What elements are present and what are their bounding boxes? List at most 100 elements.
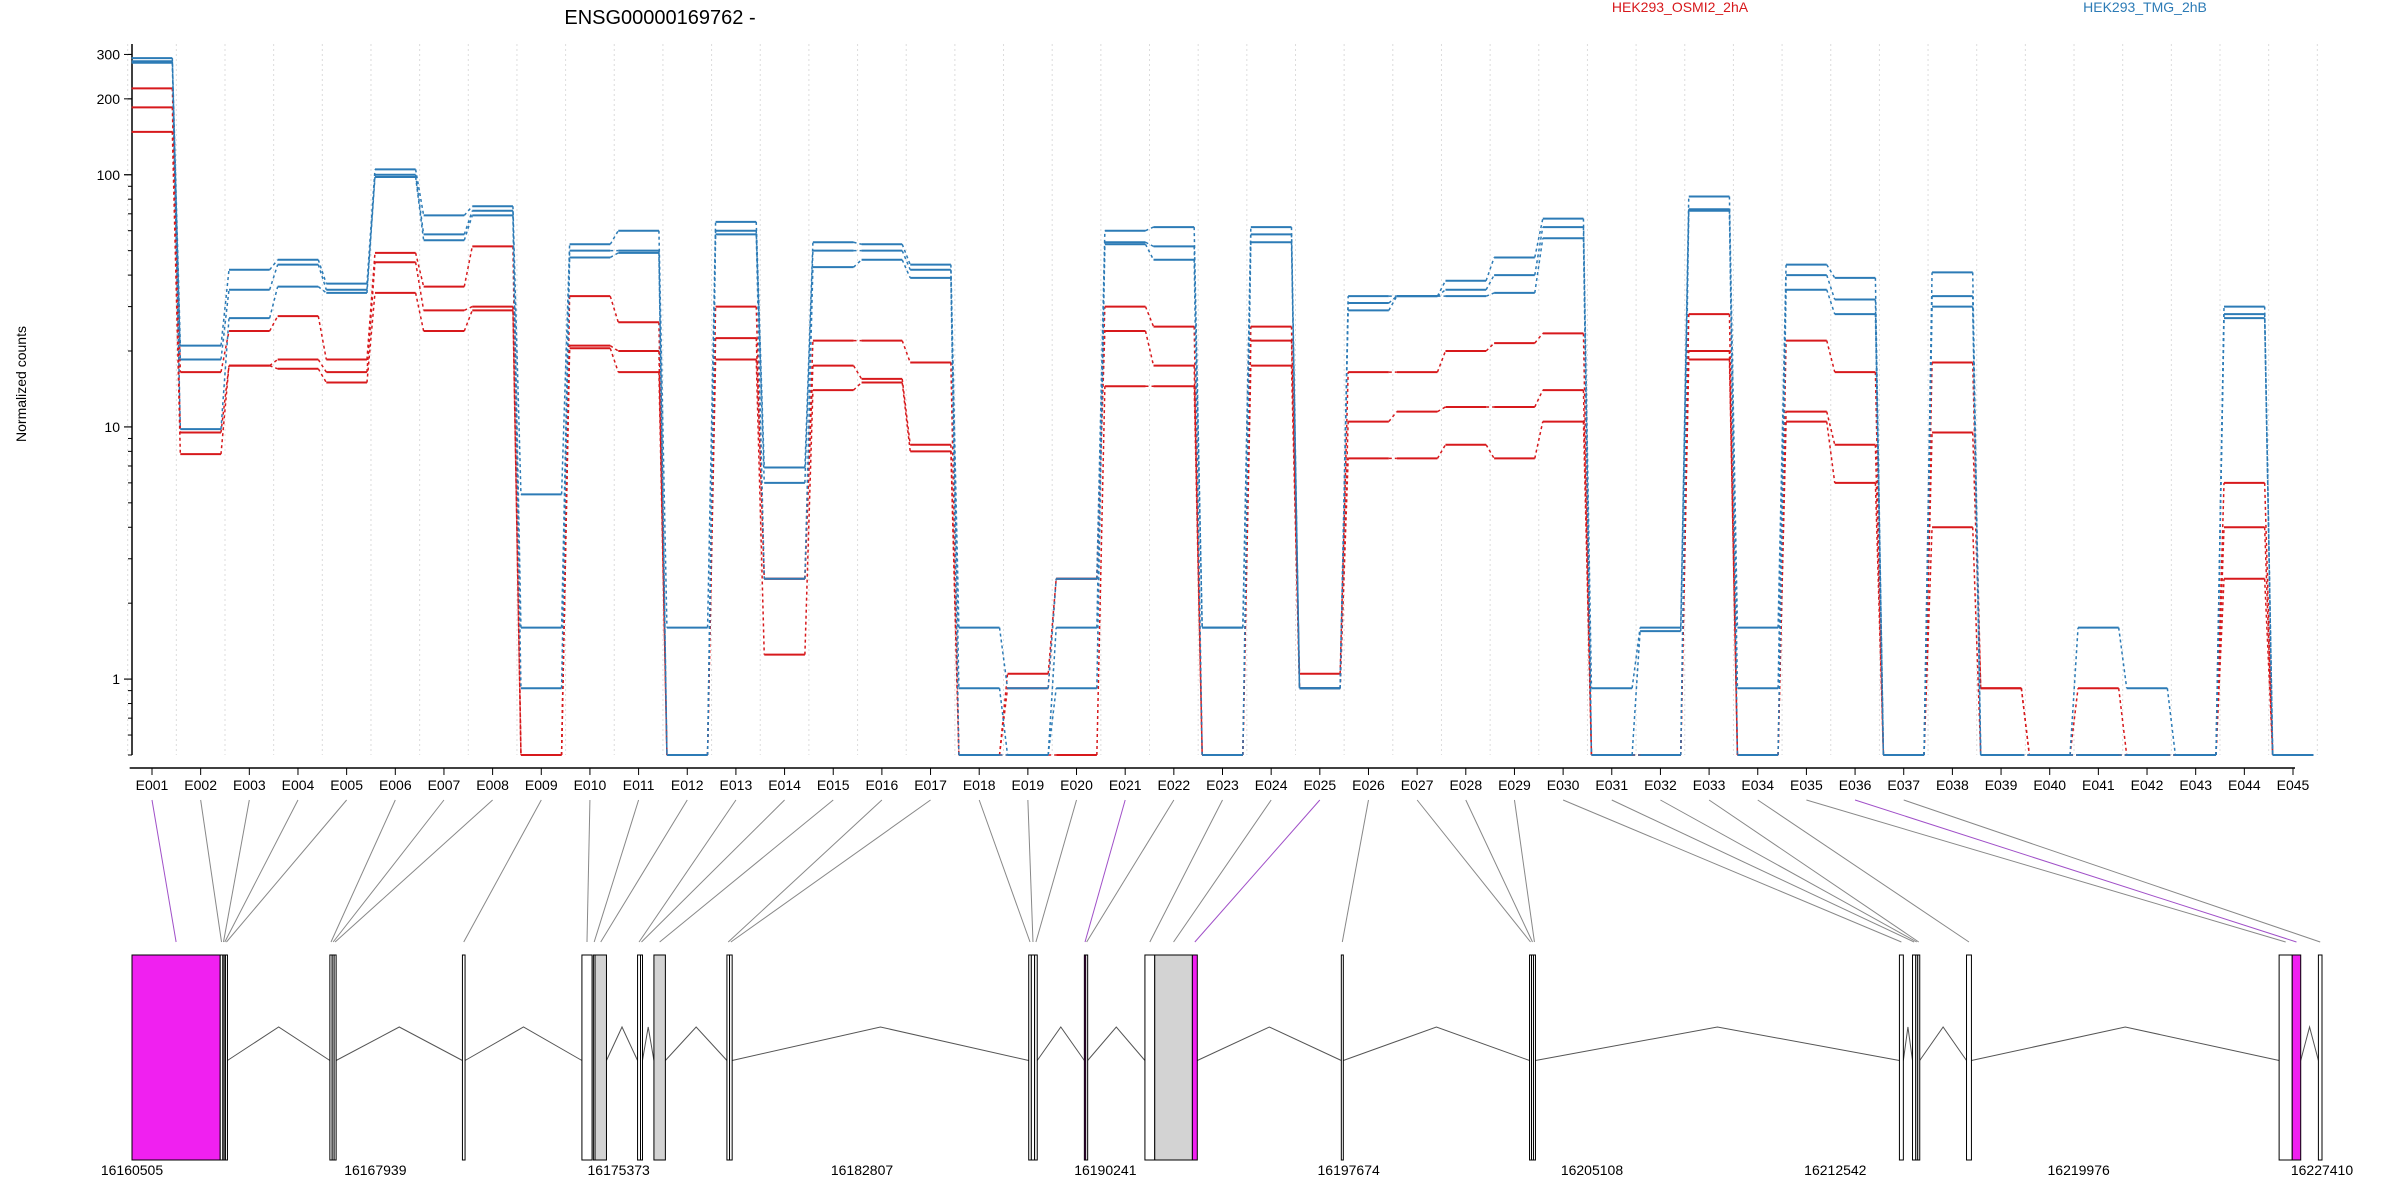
exon-connector-line <box>1513 799 1535 943</box>
exon-connector <box>317 359 327 373</box>
exon-connector <box>852 365 863 380</box>
exon-connector <box>1485 444 1495 459</box>
x-tick-label: E031 <box>1595 777 1628 793</box>
exon-connector-line <box>1149 799 1223 943</box>
intron-line <box>606 1025 639 1061</box>
exon-connector <box>1582 218 1593 689</box>
exon-connector-line <box>641 799 785 943</box>
exon-connector <box>2020 688 2031 756</box>
exon-connector <box>901 340 911 363</box>
y-tick-label: 200 <box>97 91 121 107</box>
exon-connector <box>268 264 279 290</box>
exon-connector <box>950 269 960 689</box>
exon-connector <box>755 338 765 579</box>
exon-connector <box>1242 365 1252 756</box>
exon-connector <box>220 365 230 455</box>
exon-connector <box>609 345 619 352</box>
exon-connector <box>1582 333 1593 756</box>
gene-model: 16160505 16167939 16175373 16182807 16190241… <box>101 954 2353 1178</box>
exon-connector <box>220 365 230 433</box>
exon-connector <box>317 264 328 290</box>
exon-connector <box>1047 688 1057 756</box>
exon-connector <box>1485 274 1495 291</box>
exon-connector <box>171 88 182 373</box>
exon-connector <box>1631 631 1641 756</box>
exon-connector-line <box>1194 799 1321 943</box>
exon-connector <box>1874 314 1885 756</box>
exon-connector <box>1534 218 1544 258</box>
exon-block <box>1085 954 1089 1161</box>
axis-layer: 1 10 100 200 300 E001 E002 E003 E004 E005 E006 E007… <box>97 44 2310 793</box>
exon-connector <box>1534 332 1544 344</box>
exon-connector <box>1826 289 1836 315</box>
exon-connector <box>366 174 376 290</box>
exon-connector <box>1290 234 1301 689</box>
intron-line <box>1036 1026 1085 1061</box>
exon-connector <box>2263 318 2274 756</box>
exon-connector <box>1971 296 1982 756</box>
exon-connector <box>1680 210 1690 756</box>
exon-connector <box>463 246 474 287</box>
exon-connector <box>317 286 327 294</box>
exon-connector <box>1826 274 1836 300</box>
legend-label-tmg: HEK293_TMG_2hB <box>2083 0 2207 15</box>
exon-connector-line <box>1027 799 1034 943</box>
exon-connector <box>268 315 279 332</box>
exon-connector-line <box>1562 799 1902 943</box>
x-tick-label: E035 <box>1790 777 1823 793</box>
genomic-coordinate-label: 16190241 <box>1074 1162 1137 1178</box>
x-tick-label: E034 <box>1741 777 1774 793</box>
exon-connector <box>2215 318 2225 756</box>
x-tick-label: E009 <box>525 777 558 793</box>
genomic-coordinate-label: 16197674 <box>1318 1162 1381 1178</box>
intron-line <box>1535 1026 1900 1061</box>
x-tick-label: E036 <box>1839 777 1872 793</box>
exon-connector <box>853 241 862 246</box>
chart-title: ENSG00000169762 - <box>564 7 755 29</box>
y-tick-label: 300 <box>97 46 121 62</box>
exon-connector <box>560 348 571 756</box>
exon-connector <box>2069 688 2079 756</box>
exon-connector <box>1047 578 1057 689</box>
exon-block <box>1144 954 1156 1161</box>
exon-connector <box>1728 210 1739 756</box>
x-tick-label: E025 <box>1303 777 1336 793</box>
exon-connector <box>1436 350 1447 373</box>
exon-connector <box>1485 257 1495 281</box>
exon-block <box>131 954 221 1161</box>
exon-connector-line <box>1806 799 2286 943</box>
exon-connector <box>998 627 1009 689</box>
exon-connector <box>998 688 1009 756</box>
exon-connector-line <box>463 799 542 943</box>
x-tick-label: E011 <box>623 777 655 793</box>
exon-connector-line <box>226 799 348 943</box>
exon-connector <box>512 310 522 756</box>
exon-connector <box>804 250 814 483</box>
grid-layer <box>127 44 2318 755</box>
exon-connector <box>609 252 619 259</box>
exon-connector-line <box>978 799 1031 943</box>
exon-connector-line <box>1611 799 1915 943</box>
x-tick-label: E027 <box>1401 777 1434 793</box>
exon-connector <box>414 262 425 311</box>
exon-block <box>640 954 644 1161</box>
x-tick-label: E041 <box>2082 777 2115 793</box>
genomic-coordinate-label: 16160505 <box>101 1162 164 1178</box>
exon-connector-line <box>330 799 396 943</box>
exon-block <box>581 954 593 1161</box>
genomic-coordinate-label: 16182807 <box>831 1162 894 1178</box>
x-tick-label: E019 <box>1012 777 1045 793</box>
x-tick-label: E020 <box>1060 777 1093 793</box>
exon-block <box>1898 954 1904 1161</box>
exon-connector <box>804 340 814 579</box>
exon-connector <box>1826 264 1836 279</box>
exon-block <box>1966 954 1972 1161</box>
genomic-coordinate-label: 16219976 <box>2048 1162 2111 1178</box>
series-group-HEK293_OSMI2_2hA-2 <box>131 130 2314 756</box>
exon-connector-line <box>1757 799 1970 943</box>
connector-layer <box>151 799 2321 943</box>
y-tick-label: 10 <box>104 419 120 435</box>
exon-block <box>1191 954 1198 1161</box>
exon-connector <box>901 244 911 265</box>
